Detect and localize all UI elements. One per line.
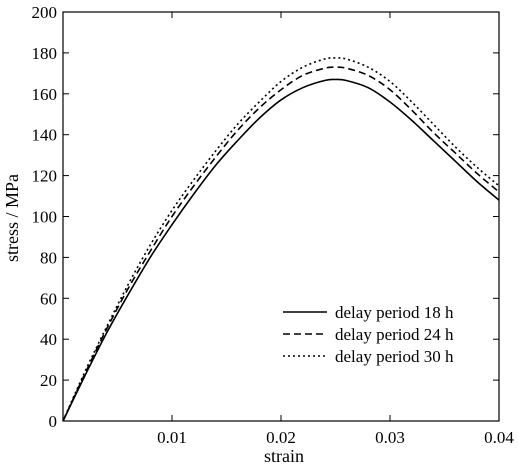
y-axis-title: stress / MPa — [2, 174, 22, 262]
y-tick-label: 80 — [40, 248, 57, 267]
x-tick-label: 0.02 — [266, 428, 296, 447]
legend-label: delay period 24 h — [335, 325, 454, 344]
x-tick-label: 0.04 — [484, 428, 514, 447]
series-line — [62, 78, 500, 422]
x-tick-label: 0.03 — [375, 428, 405, 447]
y-tick-label: 120 — [32, 167, 58, 186]
tick-labels: 0 20 40 60 80 100 120 140 160 180 200 0.01 0.02 0.03 0… — [32, 3, 515, 447]
y-tick-label: 180 — [32, 44, 58, 63]
legend-label: delay period 18 h — [335, 303, 454, 322]
legend: delay period 18 h delay period 24 h delay … — [283, 303, 454, 366]
x-axis-title: strain — [264, 446, 304, 465]
y-tick-label: 0 — [49, 412, 58, 431]
series-line — [62, 66, 500, 422]
legend-label: delay period 30 h — [335, 347, 454, 366]
y-tick-label: 60 — [40, 289, 57, 308]
y-tick-label: 160 — [32, 85, 58, 104]
y-tick-label: 140 — [32, 126, 58, 145]
y-tick-label: 100 — [32, 208, 58, 227]
series-line — [62, 57, 500, 422]
y-tick-label: 200 — [32, 3, 58, 22]
x-tick-label: 0.01 — [157, 428, 187, 447]
y-tick-label: 20 — [40, 371, 57, 390]
series-lines — [62, 57, 500, 422]
y-tick-label: 40 — [40, 330, 57, 349]
ticks — [63, 11, 500, 422]
